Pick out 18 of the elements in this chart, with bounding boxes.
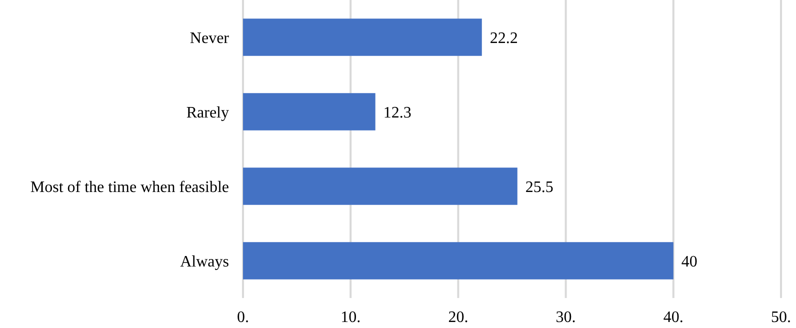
bar xyxy=(243,242,674,280)
bar xyxy=(243,18,482,56)
x-tick-label: 30. xyxy=(556,309,576,326)
data-label: 40 xyxy=(681,253,698,270)
x-tick-label: 40. xyxy=(663,309,684,326)
x-tick-label: 0. xyxy=(237,309,249,326)
x-tick-label: 50. xyxy=(771,309,791,326)
x-tick-label: 20. xyxy=(448,309,468,326)
bar xyxy=(243,93,376,130)
x-tick-label: 10. xyxy=(340,309,361,326)
y-tick-label: Rarely xyxy=(186,104,229,122)
data-label: 25.5 xyxy=(525,178,554,196)
data-label: 12.3 xyxy=(383,104,412,122)
data-label: 22.2 xyxy=(490,30,518,47)
y-tick-label: Always xyxy=(180,253,229,270)
y-tick-label: Most of the time when feasible xyxy=(30,178,229,196)
y-tick-label: Never xyxy=(190,30,230,47)
bar xyxy=(243,168,518,205)
